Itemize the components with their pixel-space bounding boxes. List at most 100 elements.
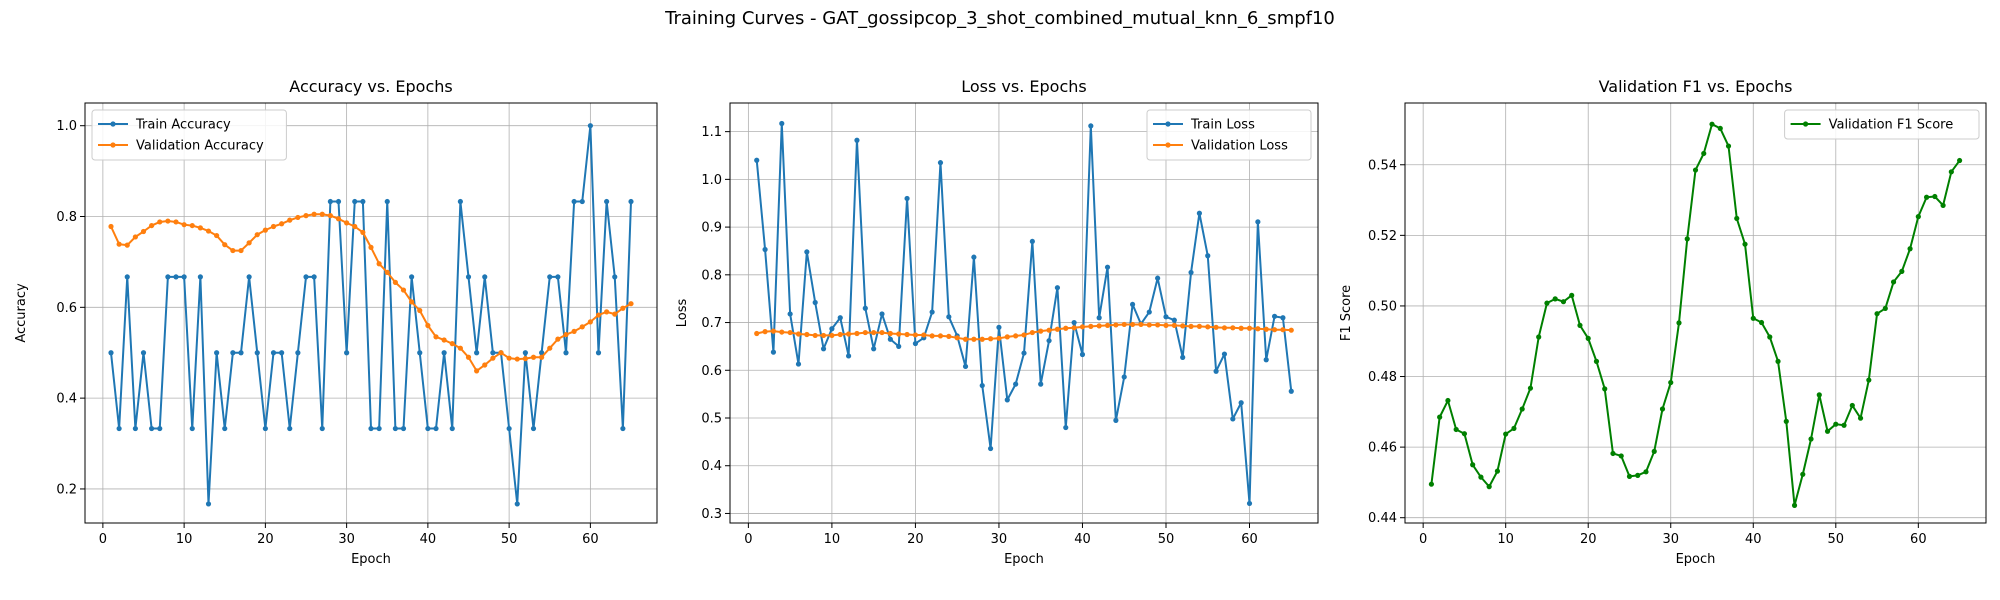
data-point <box>1213 368 1219 374</box>
y-tick-label: 0.4 <box>56 392 77 407</box>
data-point <box>547 345 553 351</box>
data-point <box>262 425 268 432</box>
data-point <box>971 336 977 342</box>
series <box>1428 121 1963 508</box>
x-tick-label: 20 <box>1580 532 1597 547</box>
data-point <box>1021 350 1027 356</box>
series-line <box>110 213 632 372</box>
data-point <box>1129 301 1136 308</box>
data-point <box>1238 400 1244 406</box>
data-point <box>1866 377 1872 383</box>
data-point <box>222 425 228 432</box>
data-point <box>1079 351 1086 358</box>
x-tick-label: 50 <box>1828 532 1845 547</box>
data-point <box>912 332 919 338</box>
data-point <box>587 319 593 325</box>
data-point <box>230 350 236 356</box>
data-point <box>197 225 203 231</box>
data-point <box>1163 322 1169 329</box>
data-point <box>1857 415 1864 421</box>
data-point <box>1088 123 1094 129</box>
data-point <box>779 120 785 127</box>
legend-box <box>1784 109 1980 140</box>
data-point <box>441 337 447 343</box>
y-tick-label: 0.4 <box>701 459 722 474</box>
f1-chart: Validation F1 vs. Epochs 0 10 20 30 40 50 60 0.4… <box>1339 77 1987 567</box>
data-point <box>409 274 415 280</box>
data-point <box>490 355 496 361</box>
data-point <box>1071 325 1077 331</box>
data-point <box>1849 402 1855 409</box>
accuracy-chart: Accuracy vs. Epochs 0 10 20 30 40 50 60 0.2 0.4 0.… <box>14 77 658 567</box>
data-point <box>962 336 969 342</box>
data-point <box>400 425 407 432</box>
data-point <box>587 123 593 129</box>
data-point <box>441 350 447 356</box>
data-point <box>1783 418 1789 424</box>
data-point <box>563 350 569 356</box>
data-point <box>1907 246 1913 252</box>
data-point <box>837 315 843 321</box>
data-point <box>1121 321 1127 328</box>
data-point <box>189 425 195 432</box>
data-point <box>230 247 236 254</box>
y-axis-label: Loss <box>675 299 690 328</box>
data-point <box>812 332 818 339</box>
legend: Validation F1 Score <box>1784 109 1980 140</box>
data-point <box>1717 125 1723 132</box>
y-axis-label: F1 Score <box>1339 285 1354 341</box>
data-point <box>1188 323 1194 329</box>
data-point <box>1544 300 1550 306</box>
data-point <box>1923 194 1930 200</box>
data-point <box>270 350 277 356</box>
data-point <box>165 218 171 224</box>
data-point <box>311 211 317 217</box>
data-point <box>1494 468 1501 474</box>
data-point <box>140 228 147 235</box>
data-point <box>1246 500 1253 507</box>
data-point <box>787 329 793 336</box>
data-point <box>1585 335 1591 342</box>
data-point <box>1626 473 1633 480</box>
y-tick-label: 1.1 <box>701 125 722 140</box>
data-point <box>344 220 350 226</box>
data-point <box>344 350 350 356</box>
legend-label: Train Loss <box>1190 118 1255 133</box>
data-point <box>1453 426 1459 433</box>
data-point <box>262 227 268 233</box>
data-point <box>295 350 301 356</box>
data-point <box>937 160 944 166</box>
data-point <box>1659 406 1666 412</box>
data-point <box>140 350 147 356</box>
data-point <box>912 340 919 347</box>
data-point <box>149 222 155 229</box>
data-point <box>409 299 415 305</box>
plot-frame <box>84 102 658 524</box>
data-point <box>754 157 760 163</box>
data-point <box>1113 322 1119 328</box>
chart-title: Validation F1 vs. Epochs <box>1599 77 1793 96</box>
data-point <box>754 330 760 337</box>
data-point <box>238 247 244 254</box>
data-point <box>514 356 520 362</box>
data-point <box>1956 157 1963 164</box>
data-point <box>1569 292 1575 298</box>
plot-frame <box>1404 102 1987 524</box>
data-point <box>595 312 602 318</box>
x-tick-label: 60 <box>1910 532 1927 547</box>
y-tick-label: 0.54 <box>1368 158 1397 173</box>
data-point <box>246 274 252 280</box>
series-line <box>755 122 1293 505</box>
data-point <box>352 223 358 230</box>
data-point <box>360 229 366 236</box>
legend-label: Validation F1 Score <box>1829 118 1954 133</box>
data-point <box>1932 193 1938 200</box>
data-point <box>971 254 977 260</box>
data-point <box>1263 357 1269 363</box>
data-point <box>1692 167 1699 173</box>
data-point <box>987 336 994 342</box>
data-point <box>1280 315 1286 321</box>
x-axis-label: Epoch <box>351 552 391 567</box>
data-point <box>506 425 512 432</box>
figure-title: Training Curves - GAT_gossipcop_3_shot_c… <box>665 8 1335 29</box>
